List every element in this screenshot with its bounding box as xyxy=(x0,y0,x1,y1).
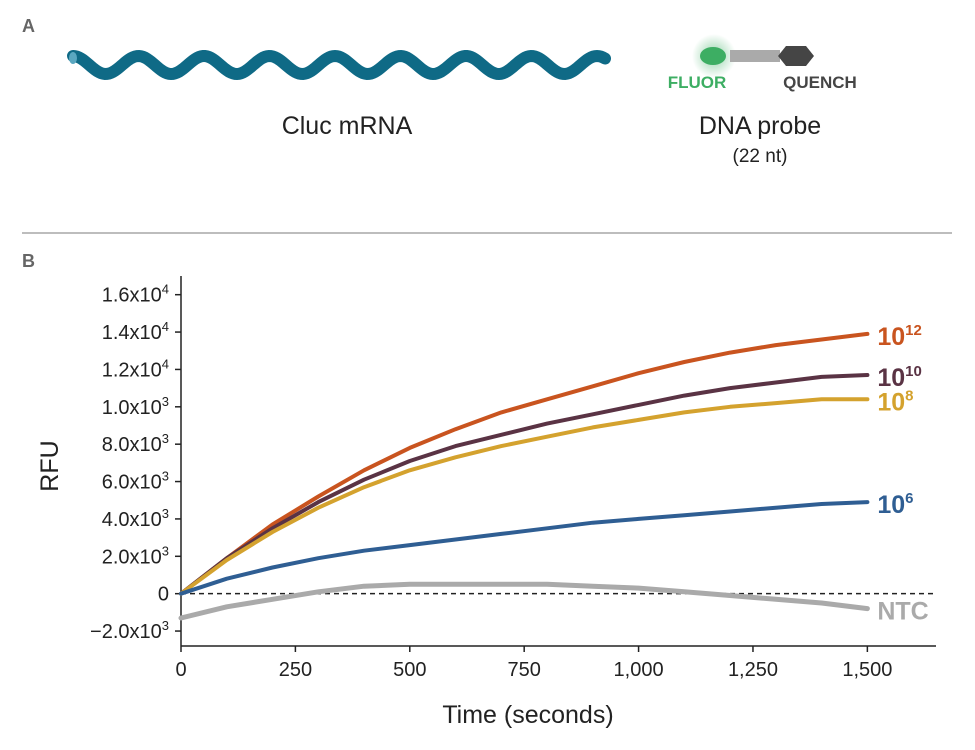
x-tick-label: 1,500 xyxy=(842,659,892,681)
y-tick-label: −2.0x103 xyxy=(90,618,169,643)
series-label-e8: 108 xyxy=(877,387,913,416)
dna-probe xyxy=(692,34,814,78)
fluor-label: FLUOR xyxy=(668,73,727,92)
series-label-e12: 1012 xyxy=(877,322,922,351)
y-tick-label: 2.0x103 xyxy=(102,543,169,568)
fluorophore-icon xyxy=(700,47,726,65)
x-axis-label: Time (seconds) xyxy=(442,701,613,729)
panel-a-letter: A xyxy=(22,16,35,36)
probe-label: DNA probe xyxy=(699,112,821,140)
series-line-e10 xyxy=(179,373,870,596)
y-tick-label: 8.0x103 xyxy=(102,431,169,456)
x-tick-label: 500 xyxy=(393,659,426,681)
y-tick-label: 1.4x104 xyxy=(102,319,169,344)
x-tick-label: 1,000 xyxy=(614,659,664,681)
y-tick-label: 1.2x104 xyxy=(102,356,169,381)
y-tick-label: 4.0x103 xyxy=(102,506,169,531)
series-line-e12 xyxy=(179,331,870,596)
y-axis-label: RFU xyxy=(36,440,64,491)
y-tick-label: 0 xyxy=(158,584,169,606)
y-tick-label: 1.6x104 xyxy=(102,282,169,307)
series-line-ntc xyxy=(178,581,870,621)
mrna-end-cap xyxy=(69,52,77,64)
y-tick-label: 1.0x103 xyxy=(102,394,169,419)
panel-a-schematic: Cluc mRNA FLUOR QUENCH DNA probe (22 nt) xyxy=(67,34,857,167)
series-line-e6 xyxy=(179,500,870,596)
x-tick-label: 250 xyxy=(279,659,312,681)
series-label-e10: 1010 xyxy=(877,363,922,392)
y-tick-label: 6.0x103 xyxy=(102,469,169,494)
x-tick-label: 1,250 xyxy=(728,659,778,681)
panel-divider xyxy=(22,232,952,234)
x-tick-label: 0 xyxy=(175,659,186,681)
probe-length-label: (22 nt) xyxy=(733,146,788,167)
quencher-icon xyxy=(778,46,814,66)
mrna-label: Cluc mRNA xyxy=(282,112,413,140)
probe-linker xyxy=(730,50,780,62)
quench-label: QUENCH xyxy=(783,73,857,92)
panel-b-letter: B xyxy=(22,251,35,271)
mrna-strand xyxy=(67,49,611,81)
x-tick-label: 750 xyxy=(507,659,540,681)
series-label-e6: 106 xyxy=(877,490,913,519)
series-label-ntc: NTC xyxy=(877,598,928,626)
series-line-e8 xyxy=(179,397,870,596)
